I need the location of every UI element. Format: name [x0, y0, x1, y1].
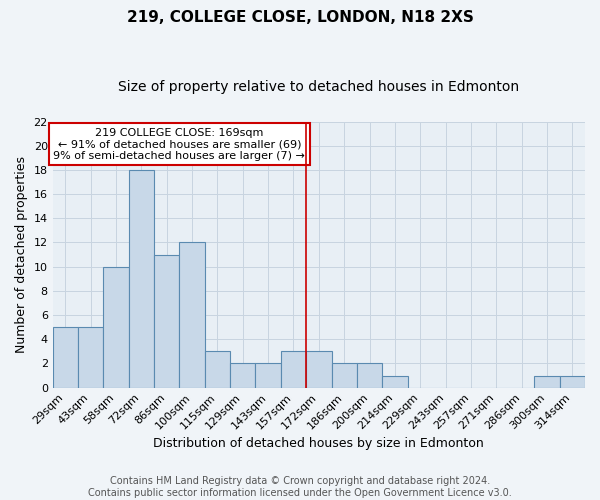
Bar: [129, 170, 154, 388]
Bar: [78, 327, 103, 388]
Bar: [154, 254, 179, 388]
Y-axis label: Number of detached properties: Number of detached properties: [15, 156, 28, 353]
Bar: [205, 352, 230, 388]
Bar: [230, 364, 256, 388]
Bar: [256, 364, 281, 388]
Bar: [382, 376, 407, 388]
Bar: [281, 352, 306, 388]
Bar: [306, 352, 332, 388]
Bar: [560, 376, 585, 388]
Title: Size of property relative to detached houses in Edmonton: Size of property relative to detached ho…: [118, 80, 520, 94]
Text: 219 COLLEGE CLOSE: 169sqm
← 91% of detached houses are smaller (69)
9% of semi-d: 219 COLLEGE CLOSE: 169sqm ← 91% of detac…: [53, 128, 305, 161]
Bar: [357, 364, 382, 388]
Bar: [103, 266, 129, 388]
X-axis label: Distribution of detached houses by size in Edmonton: Distribution of detached houses by size …: [154, 437, 484, 450]
Text: Contains HM Land Registry data © Crown copyright and database right 2024.
Contai: Contains HM Land Registry data © Crown c…: [88, 476, 512, 498]
Bar: [53, 327, 78, 388]
Bar: [535, 376, 560, 388]
Text: 219, COLLEGE CLOSE, LONDON, N18 2XS: 219, COLLEGE CLOSE, LONDON, N18 2XS: [127, 10, 473, 25]
Bar: [332, 364, 357, 388]
Bar: [179, 242, 205, 388]
